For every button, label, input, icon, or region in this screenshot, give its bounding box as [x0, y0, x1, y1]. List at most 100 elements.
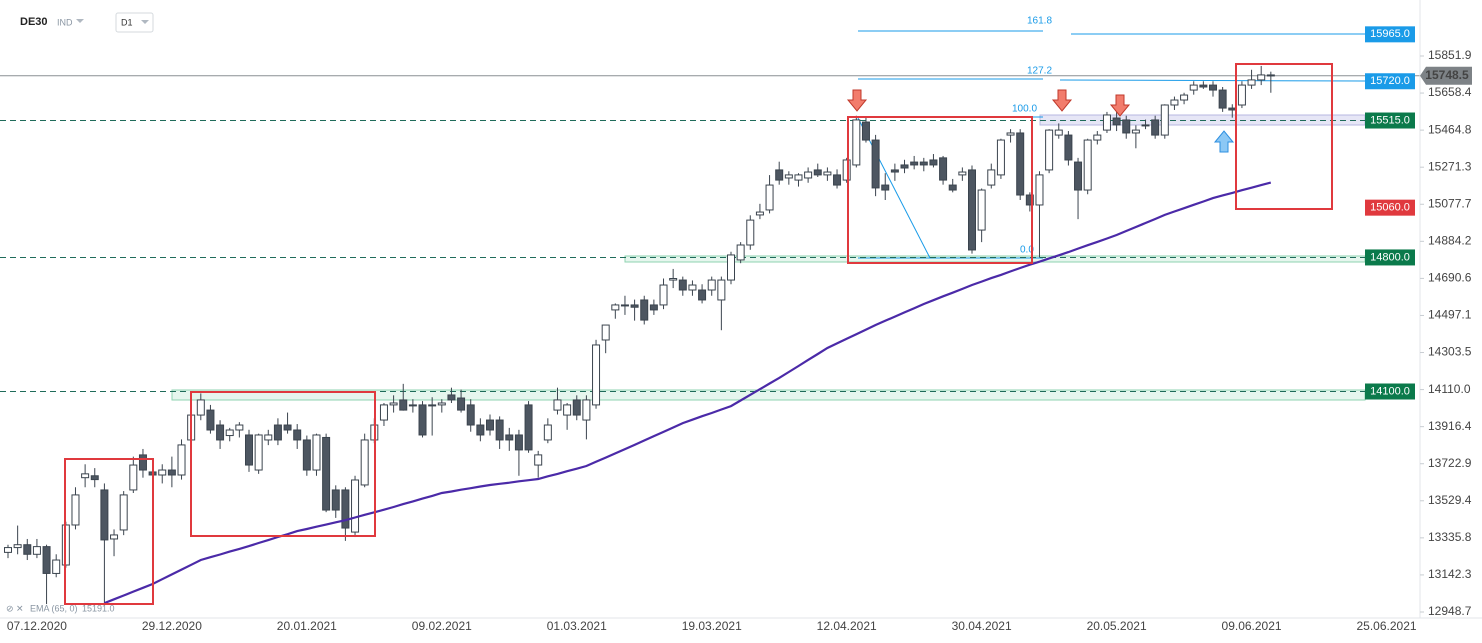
candle-body — [775, 169, 784, 181]
candle-body — [1006, 132, 1015, 136]
candle-body — [804, 171, 813, 179]
candle-body — [293, 429, 302, 441]
indicator-icons[interactable]: ⊘ ✕ — [6, 603, 24, 613]
candle-body — [360, 439, 369, 486]
candle-body — [1064, 134, 1073, 161]
fib-label: 127.2 — [1027, 66, 1052, 77]
candle-body — [968, 169, 976, 251]
up-arrow — [1213, 130, 1235, 153]
interval: D1 — [121, 17, 133, 27]
y-tick-label: 15077.7 — [1428, 196, 1472, 210]
candle-body — [987, 169, 996, 186]
level-label-box — [1365, 26, 1415, 43]
candle-body — [1083, 139, 1092, 191]
candle-body — [601, 324, 610, 341]
y-tick-label: 13142.3 — [1428, 567, 1472, 581]
down-arrow — [1109, 94, 1131, 117]
candle-body — [1025, 194, 1034, 206]
level-label-box — [1365, 73, 1415, 90]
y-tick-label: 13916.4 — [1428, 419, 1472, 433]
candle-body — [119, 494, 128, 531]
candle-body — [1141, 124, 1150, 127]
level-label: 15060.0 — [1370, 202, 1410, 214]
x-tick-label: 12.04.2021 — [817, 619, 877, 633]
candle-body — [457, 397, 466, 411]
dropdown-icon[interactable] — [76, 19, 84, 23]
y-tick-label: 14884.2 — [1428, 233, 1472, 247]
candle-body — [678, 279, 687, 291]
candle-body — [582, 399, 591, 421]
candle-body — [283, 424, 292, 431]
candle-body — [833, 174, 842, 186]
candle-body — [890, 169, 899, 173]
candle-body — [341, 489, 350, 529]
candle-body — [1074, 161, 1083, 191]
level-line — [1059, 79, 1366, 82]
candle-body — [553, 399, 562, 411]
candle-body — [1228, 107, 1237, 111]
candle-body — [620, 304, 629, 307]
highlight-box — [847, 116, 1033, 264]
candle-body — [996, 139, 1005, 176]
interval-select[interactable] — [115, 12, 154, 33]
candle-body — [1035, 174, 1044, 206]
candle-body — [572, 399, 581, 416]
candle-body — [852, 119, 861, 166]
down-arrow — [846, 89, 868, 112]
symbol: DE30 — [20, 16, 48, 28]
candle-body — [1112, 117, 1121, 126]
candle-body — [534, 454, 543, 466]
candle-body — [649, 304, 658, 311]
candle-body — [110, 534, 119, 540]
candle-body — [206, 409, 215, 431]
candle-body — [1102, 114, 1111, 131]
indicator-name: EMA (65, 0) — [30, 603, 78, 613]
candle-body — [418, 404, 427, 436]
market: IND — [57, 17, 73, 27]
candle-body — [32, 546, 41, 555]
last-price-label: 15748.5 — [1425, 68, 1469, 82]
candle-body — [1122, 119, 1131, 134]
y-tick-label: 14497.1 — [1428, 308, 1472, 322]
candle-body — [755, 211, 764, 216]
candle-body — [842, 159, 851, 181]
candle-body — [707, 279, 716, 291]
candle-body — [476, 424, 485, 436]
candle-body — [1016, 132, 1025, 196]
candle-body — [42, 546, 51, 574]
x-tick-label: 19.03.2021 — [682, 619, 742, 633]
candle-body — [216, 424, 225, 441]
candle-body — [823, 171, 832, 176]
candle-body — [322, 436, 331, 511]
candle-body — [688, 284, 697, 291]
candle-body — [784, 174, 793, 179]
candle-body — [447, 394, 456, 401]
candle-body — [524, 404, 533, 451]
candle-body — [351, 479, 360, 533]
ema-line — [103, 181, 1272, 605]
candle-body — [23, 544, 32, 555]
candle-body — [900, 164, 909, 169]
x-tick-label: 20.01.2021 — [277, 619, 337, 633]
level-label-box — [1365, 112, 1415, 129]
candle-body — [13, 544, 22, 549]
candle-body — [196, 399, 205, 416]
candle-body — [235, 424, 244, 431]
candle-body — [1257, 74, 1266, 81]
candle-body — [929, 159, 938, 166]
y-tick-label: 12948.7 — [1428, 604, 1472, 618]
candle-body — [736, 244, 745, 261]
candle-body — [919, 161, 928, 166]
candle-body — [717, 279, 726, 301]
candle-body — [746, 219, 755, 246]
candle-body — [1180, 94, 1189, 101]
candle-body — [486, 419, 494, 431]
highlight-box — [64, 458, 154, 605]
candle-body — [813, 169, 822, 176]
candle-body — [1170, 99, 1179, 106]
candle-body — [52, 559, 61, 574]
candle-body — [264, 434, 273, 441]
x-tick-label: 09.02.2021 — [412, 619, 472, 633]
candle-body — [138, 454, 147, 471]
